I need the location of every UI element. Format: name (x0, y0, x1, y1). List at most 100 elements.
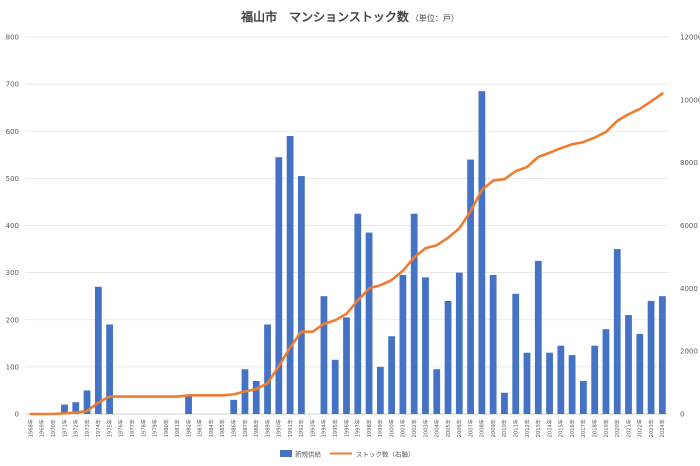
x-tick-label: 1973年 (83, 419, 91, 437)
bar (331, 359, 339, 414)
bar (636, 333, 644, 414)
bar (467, 159, 474, 414)
x-tick-label: 2001年 (399, 419, 407, 437)
x-tick-label: 1985年 (218, 419, 226, 437)
y-axis-left: 0 100 200 300 400 500 600 700 800 (6, 34, 19, 419)
x-tick-label: 1976年 (117, 419, 125, 437)
bar (658, 296, 666, 414)
line-series (29, 92, 664, 416)
bar (613, 249, 621, 414)
x-tick-label: 1968年 (26, 419, 34, 437)
x-tick-label: 2010年 (500, 419, 508, 437)
x-tick-label: 1986年 (229, 419, 237, 437)
y-right-tick-label: 0 (680, 411, 684, 419)
bar (61, 404, 68, 414)
y-axis-right: 0 2000 4000 6000 8000 10000 12000 (680, 34, 700, 419)
x-tick-label: 1981年 (173, 419, 181, 437)
chart-title-main: 福山市 マンションストック数 (240, 9, 410, 24)
y-left-tick-label: 600 (6, 128, 19, 136)
x-tick-label: 1999年 (376, 419, 384, 437)
x-tick-label: 2007年 (466, 419, 474, 437)
x-tick-label: 1982年 (184, 419, 192, 437)
x-tick-label: 2011年 (512, 419, 520, 437)
bar (72, 402, 80, 414)
chart-title: 福山市 マンションストック数 （単位：戸） (240, 9, 459, 24)
x-tick-label: 2013年 (534, 419, 542, 437)
legend-label-bar: 新規供給 (295, 450, 322, 459)
y-left-tick-label: 0 (15, 411, 19, 419)
bar (94, 286, 102, 414)
bar (489, 274, 497, 414)
x-tick-label: 1993年 (308, 419, 316, 437)
bar (106, 324, 113, 414)
x-tick-label: 2021年 (624, 419, 632, 437)
x-tick-label: 1977年 (128, 419, 136, 437)
bar (376, 366, 384, 414)
bar (354, 213, 362, 414)
x-tick-label: 1974年 (94, 419, 102, 437)
bar (343, 317, 350, 414)
x-tick-label: 1979年 (151, 419, 159, 437)
y-left-tick-label: 500 (6, 175, 19, 183)
x-tick-label: 2003年 (421, 419, 429, 437)
y-left-tick-label: 400 (6, 222, 19, 230)
x-tick-label: 1969年 (38, 419, 46, 437)
bar (320, 296, 328, 414)
x-axis: 1968年 1969年 1970年 1971年 1972年 1973年 1974年 1975年… (26, 419, 666, 437)
x-tick-label: 1978年 (139, 419, 147, 437)
bar (252, 381, 260, 414)
bar (444, 300, 452, 414)
y-right-tick-label: 4000 (680, 285, 698, 293)
bar (557, 345, 565, 414)
y-right-tick-label: 12000 (680, 34, 700, 42)
x-tick-label: 2020年 (613, 419, 621, 437)
bar (625, 315, 632, 414)
x-tick-label: 2004年 (433, 419, 441, 437)
bar-series (61, 91, 666, 414)
stock-line (29, 92, 664, 416)
bar (433, 369, 441, 414)
bar (286, 135, 294, 414)
bar (230, 399, 238, 414)
bar (264, 324, 271, 414)
x-tick-label: 2022年 (636, 419, 644, 437)
x-tick-label: 2014年 (545, 419, 553, 437)
legend-label-line: ストック数（右軸） (356, 450, 415, 459)
x-tick-label: 1995年 (331, 419, 339, 437)
x-tick-label: 2024年 (658, 419, 666, 437)
x-tick-label: 2000年 (387, 419, 395, 437)
bar (410, 213, 418, 414)
x-tick-label: 1984年 (207, 419, 215, 437)
bar (647, 300, 655, 414)
x-tick-label: 2015年 (557, 419, 565, 437)
x-tick-label: 1980年 (162, 419, 170, 437)
chart-title-unit: （単位：戸） (411, 13, 459, 23)
bar (534, 260, 542, 414)
x-tick-label: 1970年 (49, 419, 57, 437)
bar (185, 395, 192, 414)
x-tick-label: 1972年 (72, 419, 80, 437)
y-right-tick-label: 2000 (680, 348, 698, 356)
bar (399, 274, 407, 414)
y-right-tick-label: 6000 (680, 222, 698, 230)
y-left-tick-label: 700 (6, 81, 19, 89)
x-tick-label: 2008年 (478, 419, 486, 437)
x-tick-label: 1971年 (60, 419, 68, 437)
y-left-tick-label: 100 (6, 363, 19, 371)
x-tick-label: 1987年 (241, 419, 249, 437)
y-left-tick-label: 300 (6, 269, 19, 277)
y-right-tick-label: 8000 (680, 159, 698, 167)
bar (478, 91, 486, 414)
x-tick-label: 2009年 (489, 419, 497, 437)
bar (523, 352, 531, 414)
bar (365, 232, 373, 414)
legend: 新規供給 ストック数（右軸） (280, 450, 415, 459)
x-tick-label: 1988年 (252, 419, 260, 437)
y-left-tick-label: 200 (6, 316, 19, 324)
x-tick-label: 1996年 (342, 419, 350, 437)
bar (455, 272, 463, 414)
x-tick-label: 2016年 (568, 419, 576, 437)
y-left-tick-label: 800 (6, 34, 19, 42)
gridlines (25, 36, 668, 415)
